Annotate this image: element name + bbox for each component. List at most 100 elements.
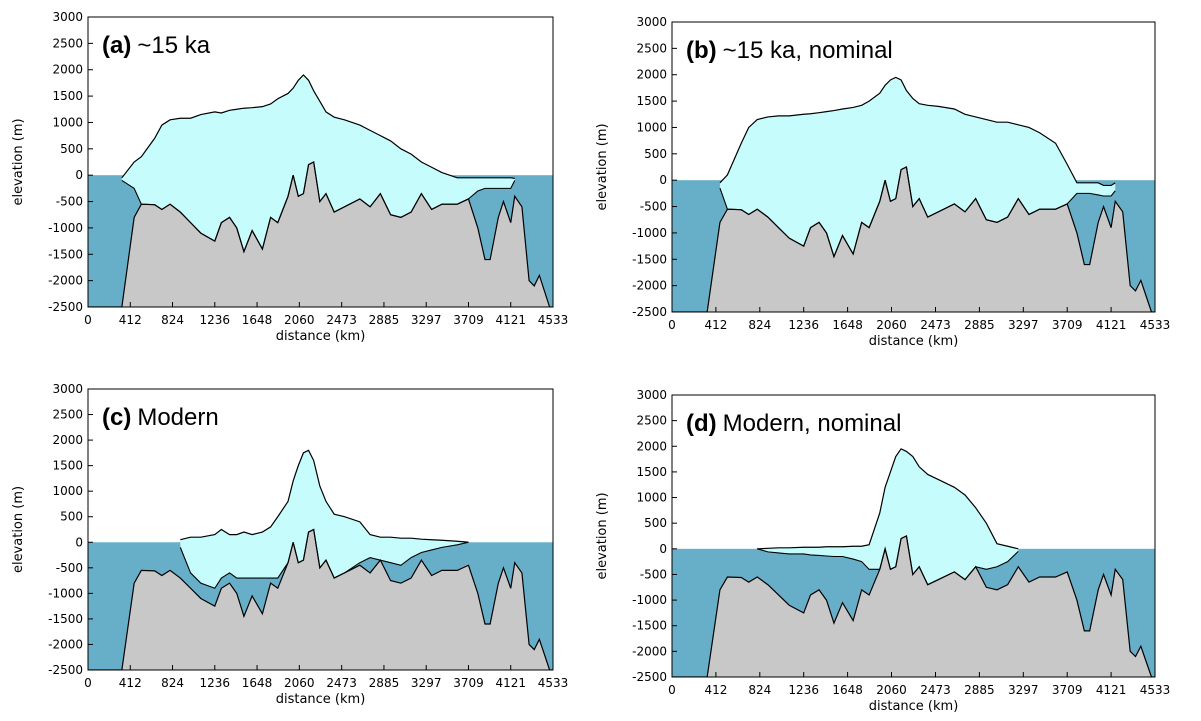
plot-frame: [671, 21, 1156, 313]
y-tick-label: 1500: [636, 465, 667, 479]
x-tick-label: 412: [704, 683, 727, 697]
x-tick-label: 824: [748, 318, 771, 332]
y-tick-label: 2000: [636, 439, 667, 453]
bed-fill: [672, 167, 1155, 312]
plot-frame: [671, 394, 1156, 678]
x-tick-label: 3709: [1052, 318, 1083, 332]
bed-fill: [88, 529, 553, 670]
ice-base-line: [757, 535, 1019, 586]
y-tick-label: 2500: [636, 414, 667, 428]
y-tick-label: 0: [659, 542, 667, 556]
y-tick-label: 500: [644, 147, 667, 161]
x-axis-title: distance (km): [869, 334, 959, 349]
x-tick-label: 0: [84, 676, 92, 690]
y-tick-label: -2500: [632, 305, 667, 319]
x-tick-label: 0: [668, 683, 676, 697]
y-tick-label: 2500: [52, 408, 83, 422]
x-tick-label: 2885: [369, 313, 400, 327]
y-tick-label: -500: [56, 195, 83, 209]
x-axis-title: distance (km): [276, 692, 366, 707]
y-axis-title: elevation (m): [11, 486, 26, 573]
x-tick-label: 2473: [920, 683, 951, 697]
panel-title-text: ~15 ka, nominal: [723, 37, 893, 64]
y-tick-label: 1000: [636, 491, 667, 505]
panel-title: (b) ~15 ka, nominal: [686, 37, 893, 64]
x-tick-label: 2885: [369, 676, 400, 690]
x-tick-label: 4533: [538, 676, 569, 690]
x-tick-label: 2060: [284, 676, 315, 690]
y-tick-label: -1000: [48, 221, 83, 235]
panel-label: (c): [102, 404, 131, 431]
y-tick-label: 3000: [636, 15, 667, 29]
panel-title-text: Modern: [137, 404, 218, 431]
y-tick-label: 2500: [636, 41, 667, 55]
y-tick-label: 0: [659, 173, 667, 187]
ice-base-line: [719, 166, 1116, 259]
y-tick-label: -500: [640, 567, 667, 581]
x-tick-label: 3709: [1052, 683, 1083, 697]
x-tick-label: 412: [704, 318, 727, 332]
x-tick-label: 412: [119, 313, 142, 327]
plot-area: [88, 449, 553, 670]
ice-surface-line: [180, 449, 469, 543]
ice-surface-line: [719, 76, 1116, 187]
x-tick-label: 2060: [284, 313, 315, 327]
y-tick-label: 1500: [52, 459, 83, 473]
panel: -2500 -2000 -1500 -1000 -500 0 500 1000 1500 2000…: [595, 388, 1170, 714]
y-tick-label: 2000: [52, 63, 83, 77]
y-tick-label: 2000: [636, 68, 667, 82]
plot-frame: [87, 16, 554, 308]
x-tick-label: 1236: [788, 683, 819, 697]
x-tick-label: 1648: [242, 676, 273, 690]
x-tick-label: 4533: [1140, 683, 1171, 697]
panel: -2500 -2000 -1500 -1000 -500 0 500 1000 1500 2000…: [11, 382, 568, 707]
y-tick-label: -1500: [632, 619, 667, 633]
panel: -2500 -2000 -1500 -1000 -500 0 500 1000 1500 2000…: [11, 10, 568, 344]
y-tick-label: 2000: [52, 433, 83, 447]
x-tick-label: 1648: [832, 318, 863, 332]
panel-title-text: ~15 ka: [137, 32, 210, 59]
x-tick-label: 4121: [495, 313, 526, 327]
y-tick-label: 1000: [52, 484, 83, 498]
x-tick-label: 1648: [242, 313, 273, 327]
y-tick-label: 1000: [52, 115, 83, 129]
x-tick-label: 2885: [964, 318, 995, 332]
x-tick-label: 4121: [1096, 683, 1127, 697]
x-tick-label: 2473: [326, 676, 357, 690]
ice-fill: [180, 450, 469, 589]
y-tick-label: -2000: [632, 644, 667, 658]
panel-title: (c) Modern: [102, 404, 219, 431]
x-tick-label: 2885: [964, 683, 995, 697]
y-tick-label: -2000: [48, 274, 83, 288]
y-tick-label: -1000: [632, 593, 667, 607]
x-tick-label: 4533: [538, 313, 569, 327]
y-tick-label: -500: [640, 200, 667, 214]
plot-area: [88, 74, 553, 307]
x-tick-label: 3709: [453, 676, 484, 690]
x-tick-label: 2060: [876, 683, 907, 697]
x-tick-label: 824: [161, 313, 184, 327]
y-tick-label: 500: [60, 510, 83, 524]
x-axis-title: distance (km): [869, 699, 959, 714]
panel-label: (a): [102, 32, 131, 59]
ice-base-line: [179, 528, 469, 589]
x-tick-label: 0: [84, 313, 92, 327]
panel-title: (d) Modern, nominal: [686, 410, 901, 437]
plot-frame: [87, 388, 554, 671]
x-tick-label: 1648: [832, 683, 863, 697]
x-tick-label: 412: [119, 676, 142, 690]
x-tick-label: 824: [748, 683, 771, 697]
panel-label: (d): [686, 410, 717, 437]
y-tick-label: -2000: [48, 637, 83, 651]
bed-fill: [672, 536, 1155, 677]
x-tick-label: 3297: [1008, 318, 1039, 332]
y-tick-label: -1000: [632, 226, 667, 240]
ice-fill: [121, 75, 515, 252]
x-tick-label: 2060: [876, 318, 907, 332]
y-tick-label: 0: [75, 535, 83, 549]
x-tick-label: 2473: [920, 318, 951, 332]
x-axis-title: distance (km): [276, 329, 366, 344]
x-tick-label: 3297: [411, 676, 442, 690]
y-tick-label: -1500: [48, 612, 83, 626]
